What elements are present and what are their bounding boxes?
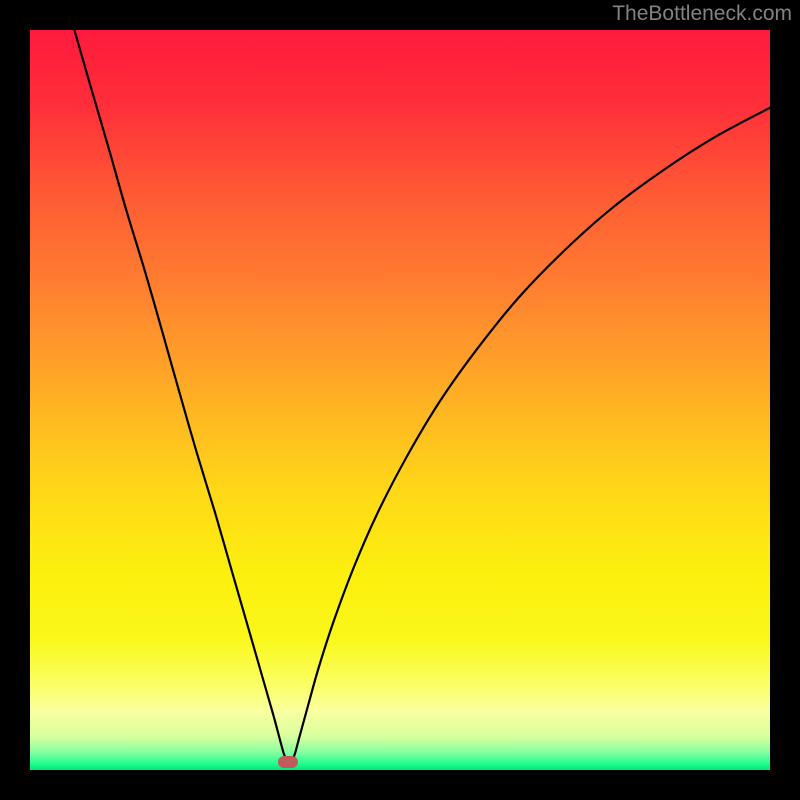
plot-area <box>30 30 770 770</box>
bottleneck-curve <box>30 30 770 770</box>
optimum-marker <box>278 756 298 768</box>
watermark-text: TheBottleneck.com <box>612 2 792 26</box>
